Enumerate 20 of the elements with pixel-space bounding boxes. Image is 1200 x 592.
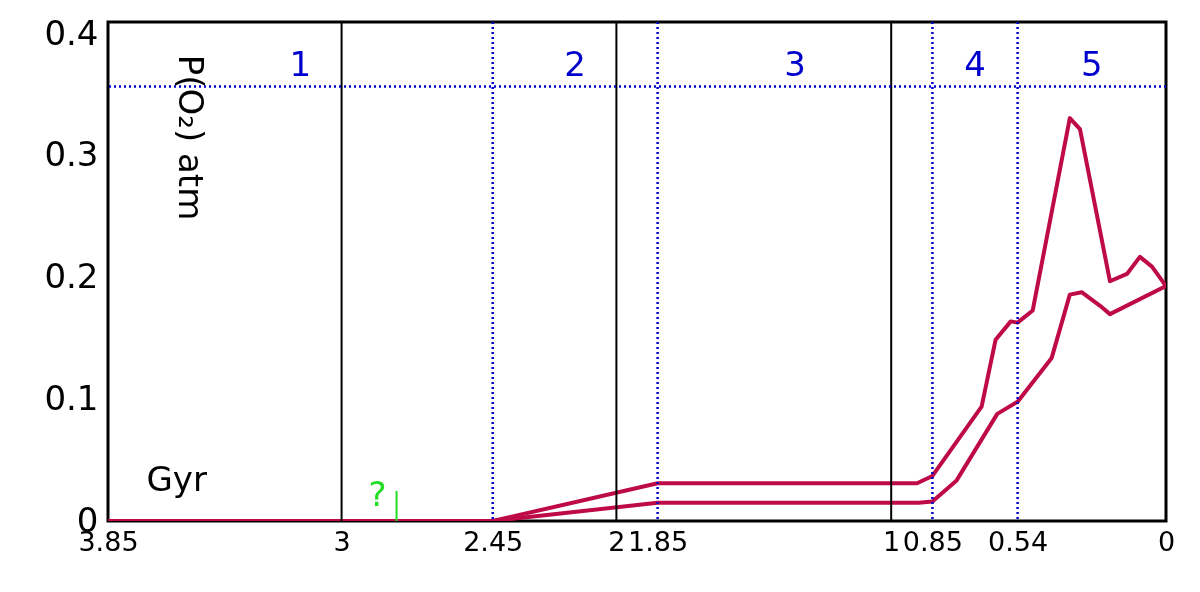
ref-line-label: ?: [368, 474, 387, 514]
x-tick-label: 2.45: [463, 525, 524, 557]
annotation: 3: [784, 43, 806, 84]
y-tick-label: 0.4: [44, 12, 99, 53]
x-tick-label: 0.54: [988, 525, 1049, 557]
x-tick-label: 0.85: [902, 525, 963, 557]
y-tick-label: 0.2: [44, 256, 99, 297]
y-tick-label: 0.1: [44, 377, 99, 418]
annotation: 4: [964, 43, 986, 84]
annotation: 5: [1080, 43, 1103, 84]
x-tick-label: 3: [333, 525, 351, 557]
x-axis-title: Gyr: [146, 458, 207, 499]
x-tick-label: 1.85: [628, 525, 689, 557]
x-tick-label: 0: [1157, 525, 1176, 557]
annotation: 1: [289, 43, 312, 84]
x-tick-label: 1: [883, 525, 901, 557]
y-tick-label: 0.3: [44, 134, 99, 175]
x-tick-label: 2: [608, 525, 626, 557]
annotation: 2: [564, 43, 586, 84]
y-axis-title: P(O₂) atm: [170, 54, 211, 221]
